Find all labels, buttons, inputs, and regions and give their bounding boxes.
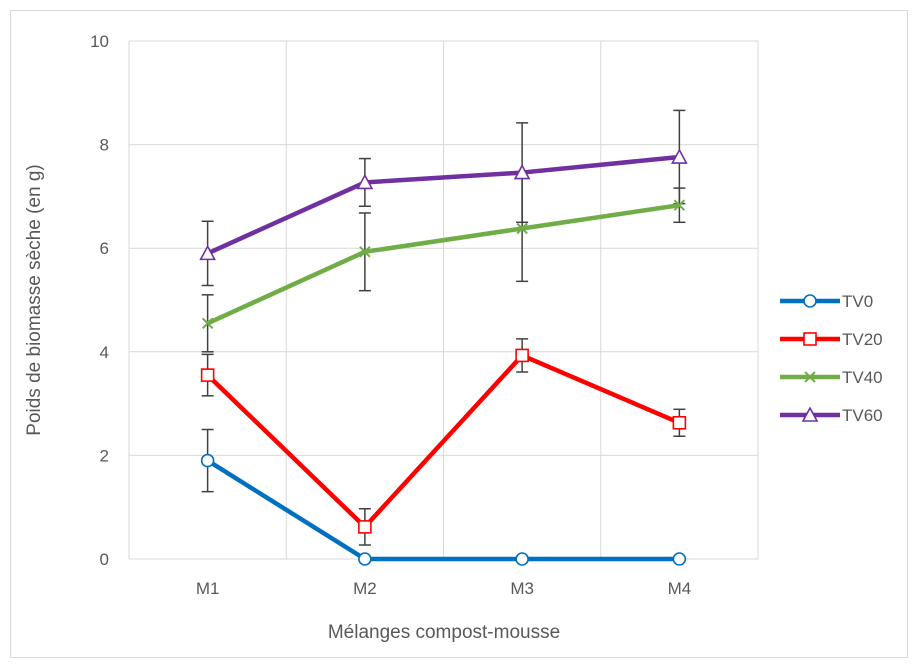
y-tick-label: 8: [100, 136, 109, 155]
point-tv20: [672, 415, 687, 430]
legend-item-tv60: TV60: [780, 406, 883, 425]
legend-marker: [801, 406, 819, 422]
series-markers: [199, 148, 688, 566]
legend: TV0 TV20 TV40 TV60: [780, 292, 883, 425]
point-tv40: [201, 317, 214, 330]
y-tick-labels: 0 2 4 6 8 10: [90, 32, 109, 569]
point-tv40: [359, 246, 371, 258]
y-tick-label: 0: [100, 550, 109, 569]
point-tv20: [200, 368, 215, 382]
point-tv60: [356, 173, 374, 190]
y-tick-label: 10: [90, 32, 109, 51]
legend-marker: [803, 294, 817, 308]
legend-marker: [804, 371, 816, 383]
legend-label: TV0: [842, 292, 873, 311]
legend-item-tv20: TV20: [780, 330, 883, 349]
legend-marker: [803, 332, 817, 346]
legend-label: TV60: [842, 406, 883, 425]
y-tick-label: 6: [100, 239, 109, 258]
point-tv0: [200, 453, 215, 468]
point-tv0: [358, 552, 372, 566]
x-tick-label: M1: [196, 579, 220, 598]
grid: [128, 40, 759, 560]
x-tick-labels: M1 M2 M3 M4: [196, 579, 691, 598]
series-line-tv20: [206, 353, 681, 530]
series-line-tv60: [206, 154, 680, 256]
point-tv40: [673, 199, 686, 211]
series-line-tv40: [206, 202, 680, 326]
x-tick-label: M2: [353, 579, 377, 598]
y-tick-label: 2: [100, 446, 109, 465]
point-tv60: [199, 244, 216, 261]
point-tv60: [671, 148, 688, 164]
point-tv0: [672, 552, 687, 566]
series-line-tv0: [206, 458, 680, 562]
y-axis-title: Poids de biomasse sèche (en g): [24, 164, 45, 435]
x-axis-title: Mélanges compost-mousse: [328, 622, 560, 643]
x-tick-label: M3: [510, 579, 534, 598]
point-tv20: [515, 348, 529, 363]
series-lines: [206, 154, 681, 562]
legend-item-tv40: TV40: [780, 368, 883, 387]
point-tv60: [513, 163, 531, 180]
point-tv0: [515, 552, 529, 566]
y-tick-label: 4: [100, 343, 109, 362]
legend-label: TV20: [842, 330, 883, 349]
point-tv20: [358, 520, 372, 534]
legend-label: TV40: [842, 368, 883, 387]
x-tick-label: M4: [668, 579, 692, 598]
legend-item-tv0: TV0: [780, 292, 873, 311]
point-tv40: [516, 222, 528, 235]
